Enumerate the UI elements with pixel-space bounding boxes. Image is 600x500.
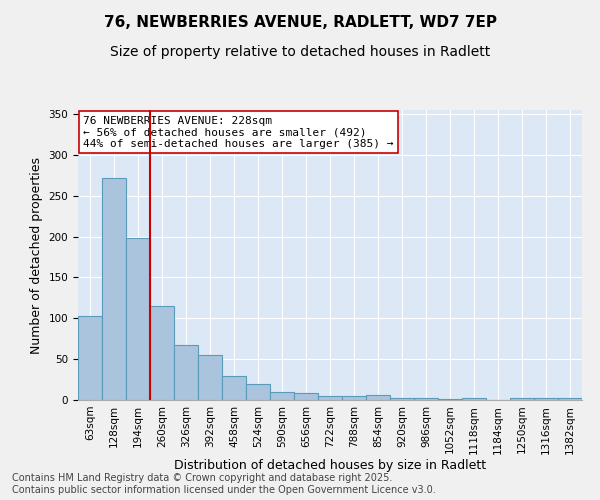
Bar	[78, 316, 102, 400]
Bar	[102, 178, 126, 400]
Text: Contains HM Land Registry data © Crown copyright and database right 2025.
Contai: Contains HM Land Registry data © Crown c…	[12, 474, 436, 495]
Bar	[462, 398, 486, 400]
Bar	[270, 392, 294, 400]
Text: 76, NEWBERRIES AVENUE, RADLETT, WD7 7EP: 76, NEWBERRIES AVENUE, RADLETT, WD7 7EP	[104, 15, 497, 30]
Bar	[342, 396, 366, 400]
Bar	[174, 346, 198, 400]
Bar	[438, 399, 462, 400]
Bar	[150, 306, 174, 400]
Bar	[246, 384, 270, 400]
Bar	[390, 398, 414, 400]
Text: 76 NEWBERRIES AVENUE: 228sqm
← 56% of detached houses are smaller (492)
44% of s: 76 NEWBERRIES AVENUE: 228sqm ← 56% of de…	[83, 116, 394, 149]
Bar	[318, 396, 342, 400]
Bar	[222, 376, 246, 400]
Bar	[294, 392, 318, 400]
Bar	[558, 398, 582, 400]
X-axis label: Distribution of detached houses by size in Radlett: Distribution of detached houses by size …	[174, 459, 486, 472]
Y-axis label: Number of detached properties: Number of detached properties	[30, 156, 43, 354]
Bar	[534, 398, 558, 400]
Bar	[366, 395, 390, 400]
Bar	[126, 238, 150, 400]
Bar	[510, 398, 534, 400]
Bar	[414, 398, 438, 400]
Bar	[198, 355, 222, 400]
Text: Size of property relative to detached houses in Radlett: Size of property relative to detached ho…	[110, 45, 490, 59]
